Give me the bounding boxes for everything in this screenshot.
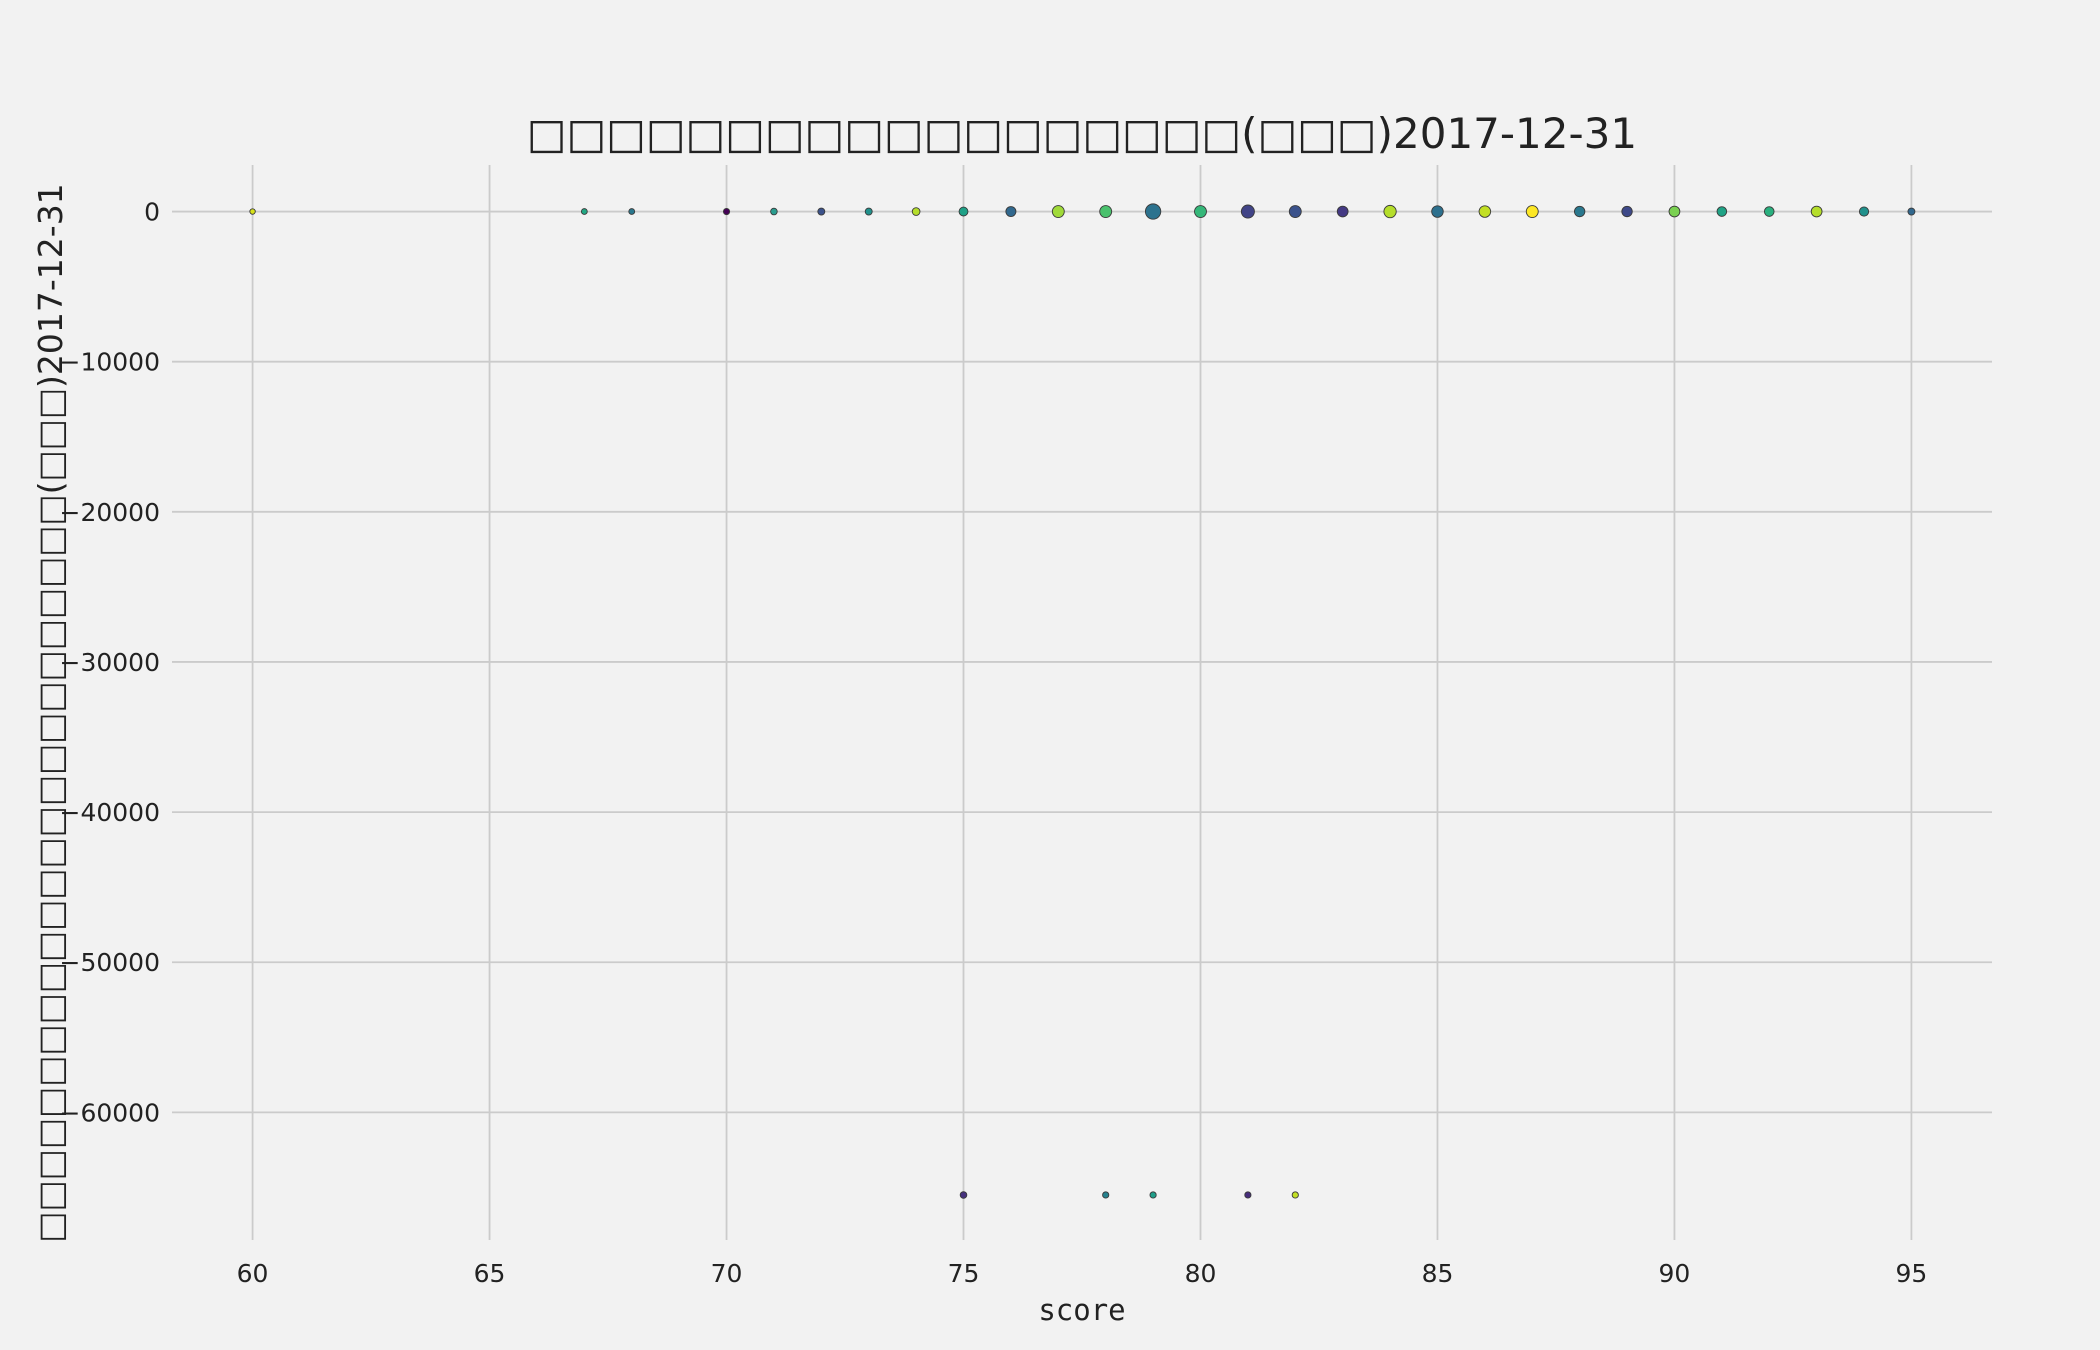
- x-axis-label: score: [1038, 1293, 1125, 1327]
- scatter-point: [1336, 205, 1349, 218]
- y-tick-label: −60000: [60, 1098, 160, 1127]
- scatter-point: [1149, 1191, 1157, 1199]
- scatter-point: [911, 207, 921, 216]
- scatter-point: [817, 207, 826, 216]
- scatter-point: [1763, 206, 1775, 217]
- y-axis-label: □□□□□□□□□□□□□□□□□□□□□□□□(□□□)2017-12-31: [31, 183, 70, 1242]
- scatter-point: [864, 207, 873, 216]
- scatter-point: [1288, 205, 1302, 218]
- x-tick-label: 95: [1896, 1259, 1928, 1288]
- y-tick-label: 0: [144, 198, 160, 227]
- scatter-point: [958, 206, 969, 217]
- scatter-point: [959, 1191, 968, 1199]
- scatter-point: [580, 208, 588, 215]
- scatter-point: [628, 208, 636, 215]
- grid-lines: [172, 165, 1992, 1240]
- scatter-point: [1194, 205, 1207, 218]
- scatter-point: [770, 207, 778, 216]
- y-tick-label: −30000: [60, 648, 160, 677]
- x-tick-label: 90: [1659, 1259, 1691, 1288]
- scatter-point: [1716, 206, 1728, 217]
- x-tick-label: 85: [1422, 1259, 1454, 1288]
- scatter-point: [1858, 206, 1870, 217]
- scatter-point: [1244, 1191, 1252, 1199]
- scatter-point: [1240, 204, 1255, 219]
- scatter-point: [722, 207, 731, 216]
- scatter-point: [1621, 205, 1633, 218]
- scatter-point: [1099, 205, 1113, 218]
- chart-title: □□□□□□□□□□□□□□□□□□(□□□)2017-12-31: [527, 109, 1637, 158]
- x-tick-label: 65: [474, 1259, 506, 1288]
- scatter-point: [1102, 1191, 1110, 1199]
- data-points: [249, 203, 1916, 1199]
- tick-labels: 60 65 70 75 80 85 90 95 0 −10000 −20000 −30000 −4000…: [60, 198, 1928, 1288]
- scatter-point: [1051, 205, 1065, 218]
- scatter-point: [1525, 205, 1539, 218]
- y-tick-label: −20000: [60, 498, 160, 527]
- x-tick-label: 80: [1185, 1259, 1217, 1288]
- scatter-point: [1810, 205, 1823, 218]
- scatter-point: [249, 208, 256, 215]
- y-tick-label: −50000: [60, 948, 160, 977]
- scatter-point: [1668, 205, 1681, 218]
- x-tick-label: 75: [948, 1259, 980, 1288]
- scatter-point: [1431, 205, 1444, 218]
- y-tick-label: −40000: [60, 798, 160, 827]
- scatter-point: [1907, 207, 1916, 216]
- scatter-point: [1291, 1191, 1299, 1199]
- scatter-point: [1478, 205, 1492, 218]
- x-tick-label: 60: [237, 1259, 269, 1288]
- y-tick-label: −10000: [60, 348, 160, 377]
- scatter-point: [1005, 206, 1017, 218]
- scatter-point: [1573, 205, 1586, 218]
- scatter-point: [1383, 204, 1397, 219]
- x-tick-label: 70: [711, 1259, 743, 1288]
- scatter-point: [1144, 203, 1162, 220]
